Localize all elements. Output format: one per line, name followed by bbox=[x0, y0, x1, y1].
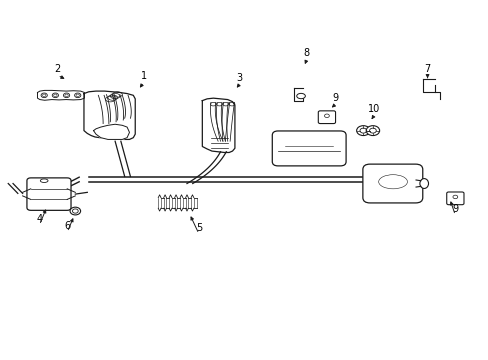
Ellipse shape bbox=[41, 179, 48, 183]
Text: 2: 2 bbox=[54, 64, 61, 74]
FancyBboxPatch shape bbox=[272, 131, 346, 166]
FancyBboxPatch shape bbox=[27, 178, 71, 210]
Ellipse shape bbox=[52, 93, 59, 98]
Text: 8: 8 bbox=[303, 48, 309, 58]
Ellipse shape bbox=[419, 179, 427, 189]
Text: 4: 4 bbox=[36, 214, 42, 224]
Ellipse shape bbox=[70, 207, 81, 215]
FancyBboxPatch shape bbox=[446, 192, 463, 205]
Text: 6: 6 bbox=[64, 221, 70, 231]
Polygon shape bbox=[38, 90, 84, 100]
Text: 9: 9 bbox=[451, 204, 457, 214]
FancyBboxPatch shape bbox=[362, 164, 422, 203]
Ellipse shape bbox=[296, 93, 305, 99]
Ellipse shape bbox=[356, 126, 369, 136]
Polygon shape bbox=[84, 91, 135, 139]
Text: 10: 10 bbox=[367, 104, 379, 114]
Ellipse shape bbox=[72, 209, 78, 213]
Text: 9: 9 bbox=[332, 93, 338, 103]
Polygon shape bbox=[93, 124, 129, 139]
Ellipse shape bbox=[41, 93, 47, 98]
Text: 1: 1 bbox=[141, 71, 146, 81]
Text: 3: 3 bbox=[236, 73, 242, 83]
Text: 7: 7 bbox=[424, 64, 430, 74]
FancyBboxPatch shape bbox=[318, 111, 335, 123]
Ellipse shape bbox=[366, 126, 379, 136]
Ellipse shape bbox=[63, 93, 69, 98]
Text: 5: 5 bbox=[196, 222, 202, 233]
Polygon shape bbox=[202, 98, 234, 153]
Ellipse shape bbox=[75, 93, 81, 98]
